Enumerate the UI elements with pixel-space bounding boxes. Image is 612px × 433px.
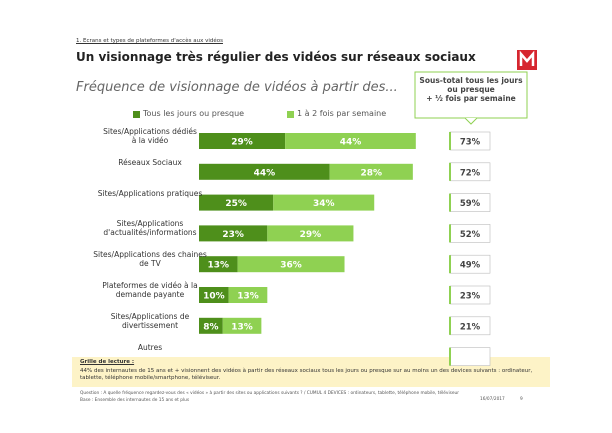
subtotal-cell [449, 347, 491, 366]
subtotal-label: 59% [460, 199, 481, 209]
data-label: 29% [300, 230, 322, 240]
subtotal-label: 49% [460, 261, 481, 271]
bar-segment [228, 287, 268, 303]
title: Un visionnage très régulier des vidéos s… [76, 50, 476, 64]
category-label: Sites/Applications dédiés à la vidéo [103, 127, 197, 145]
page-number: 9 [520, 397, 523, 402]
bar-segment [267, 225, 354, 242]
bar-segment [199, 317, 223, 334]
subtotal-title: Sous-total tous les jours ou presque + ½… [419, 76, 523, 103]
subtotal-label: 72% [460, 168, 481, 178]
bar-segment [329, 163, 413, 180]
bar-segment [222, 317, 262, 334]
bar-segment [199, 163, 330, 180]
data-label: 44% [254, 168, 276, 178]
legend-label: 1 à 2 fois par semaine [297, 109, 387, 118]
subtotal-box [414, 71, 528, 119]
subtotal-label: 23% [460, 292, 481, 302]
reading-guide-title: Grille de lecture : [80, 359, 135, 365]
legend-swatch [287, 111, 294, 118]
data-label: 8% [203, 322, 218, 332]
bar-segment [199, 225, 268, 242]
bar-segment [237, 256, 345, 273]
subtotal-label: 73% [460, 138, 481, 148]
data-label: 13% [231, 322, 253, 332]
category-label: Plateformes de vidéo à la demande payant… [102, 281, 198, 299]
note: Question : A quelle fréquence regardez-v… [80, 391, 460, 396]
data-label: 10% [203, 292, 225, 302]
data-label: 28% [360, 168, 382, 178]
data-label: 36% [280, 261, 302, 271]
data-label: 44% [340, 138, 362, 148]
category-label: Sites/Applications des chaines de TV [93, 250, 207, 269]
subtotal-label: 52% [460, 230, 481, 240]
category-label: Autres [137, 342, 163, 352]
logo-letter [519, 50, 535, 66]
data-label: 34% [313, 199, 335, 209]
data-label: 29% [231, 138, 253, 148]
category-label: Sites/Applications de divertissement [110, 311, 190, 330]
date: 16/07/2017 [480, 397, 505, 402]
legend-swatch [133, 111, 140, 118]
data-label: 13% [237, 292, 259, 302]
bar-segment [199, 133, 286, 149]
reading-guide-text: 44% des internautes de 15 ans et + visio… [80, 368, 533, 381]
category-label: Sites/Applications pratiques [97, 188, 203, 198]
subtotal-label: 21% [460, 322, 481, 332]
section: 1. Ecrans et types de plateformes d'accè… [76, 38, 223, 44]
bar-segment [273, 194, 375, 211]
bar-segment [199, 287, 229, 303]
category-label: Sites/Applications d'actualités/informat… [103, 219, 197, 238]
data-label: 13% [208, 261, 230, 271]
data-label: 23% [222, 230, 244, 240]
subtitle: Fréquence de visionnage de vidéos à part… [76, 80, 398, 95]
bar-segment [199, 256, 238, 273]
bar-segment [285, 133, 416, 149]
note: Base : Ensemble des internautes de 15 an… [80, 398, 190, 403]
bar-segment [199, 194, 274, 211]
subtotal-arrow [464, 117, 478, 125]
data-label: 25% [225, 199, 247, 209]
category-label: Réseaux Sociaux [118, 157, 182, 167]
legend-label: Tous les jours ou presque [143, 109, 245, 118]
